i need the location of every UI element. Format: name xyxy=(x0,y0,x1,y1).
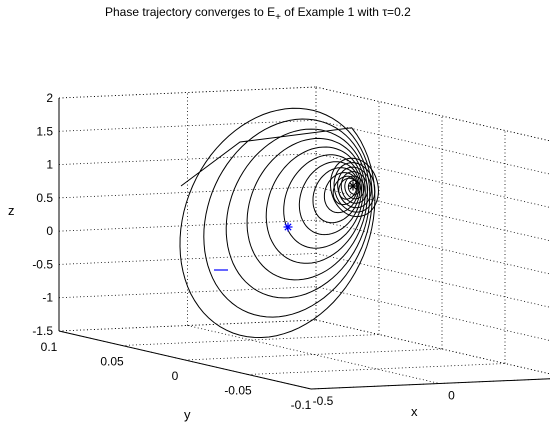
trajectory-path xyxy=(179,107,376,339)
blue-star-marker xyxy=(283,222,293,232)
trajectory-loop xyxy=(330,157,379,218)
z-tick-label: -1 xyxy=(42,291,53,305)
trajectory-loop xyxy=(340,171,369,204)
x-tick-label: 0 xyxy=(448,389,455,403)
marker-stroke xyxy=(284,223,292,231)
grid-line xyxy=(58,319,317,332)
grid-line xyxy=(247,363,506,375)
title-main: Phase trajectory converges to E xyxy=(105,5,275,19)
grid-line xyxy=(315,253,550,308)
grid-line xyxy=(58,253,317,265)
z-tick-label: 2 xyxy=(46,91,53,105)
y-tick-label: 0.1 xyxy=(41,340,58,354)
grid-line xyxy=(184,348,443,361)
z-tick-labels: -1.5 -1 -0.5 0 0.5 1 1.5 2 xyxy=(32,91,53,338)
grid-line xyxy=(315,319,550,375)
grid-lines xyxy=(58,86,550,390)
title-subscript: + xyxy=(275,12,281,23)
y-axis-label: y xyxy=(184,407,191,422)
grid-line xyxy=(58,186,317,199)
grid-line xyxy=(58,286,317,299)
marker-stroke xyxy=(349,182,357,190)
trajectory-loop xyxy=(333,162,376,213)
chart-title: Phase trajectory converges to E+ of Exam… xyxy=(105,5,411,23)
trajectory-loop xyxy=(344,175,365,200)
grid-line xyxy=(315,86,550,142)
grid-line xyxy=(187,325,440,384)
z-tick-label: 0 xyxy=(46,224,53,238)
grid-line xyxy=(310,378,550,390)
grid-line xyxy=(315,286,550,341)
y-tick-label: 0.05 xyxy=(100,355,124,369)
equilibrium-markers xyxy=(214,181,358,271)
x-tick-labels: -0.500.5 xyxy=(313,389,456,409)
z-tick-label: -0.5 xyxy=(32,257,53,271)
phase-trajectory xyxy=(179,107,379,339)
trajectory-loop xyxy=(337,166,372,209)
y-tick-labels: -0.1 -0.05 0 0.05 0.1 xyxy=(41,340,312,412)
trajectory-loop xyxy=(347,179,362,195)
grid-line xyxy=(58,219,317,232)
grid-line xyxy=(315,319,550,375)
z-axis-label: z xyxy=(8,203,15,218)
z-tick-label: 1 xyxy=(46,158,53,172)
grid-line xyxy=(58,153,317,165)
z-tick-label: 0.5 xyxy=(36,191,53,205)
x-axis-label: x xyxy=(411,404,418,419)
z-tick-label: -1.5 xyxy=(32,324,53,338)
black-star-marker xyxy=(348,181,358,191)
grid-line xyxy=(315,119,550,175)
grid-line xyxy=(315,86,550,142)
y-tick-label: -0.05 xyxy=(224,384,252,398)
y-tick-label: 0 xyxy=(172,369,179,383)
x-tick-label: -0.5 xyxy=(313,394,334,408)
y-tick-label: -0.1 xyxy=(291,398,312,412)
title-suffix: of Example 1 with τ=0.2 xyxy=(281,5,411,19)
z-tick-label: 1.5 xyxy=(36,124,53,138)
grid-line xyxy=(58,86,317,99)
grid-line xyxy=(315,219,550,275)
grid-line xyxy=(121,334,380,346)
grid-line xyxy=(58,119,317,132)
